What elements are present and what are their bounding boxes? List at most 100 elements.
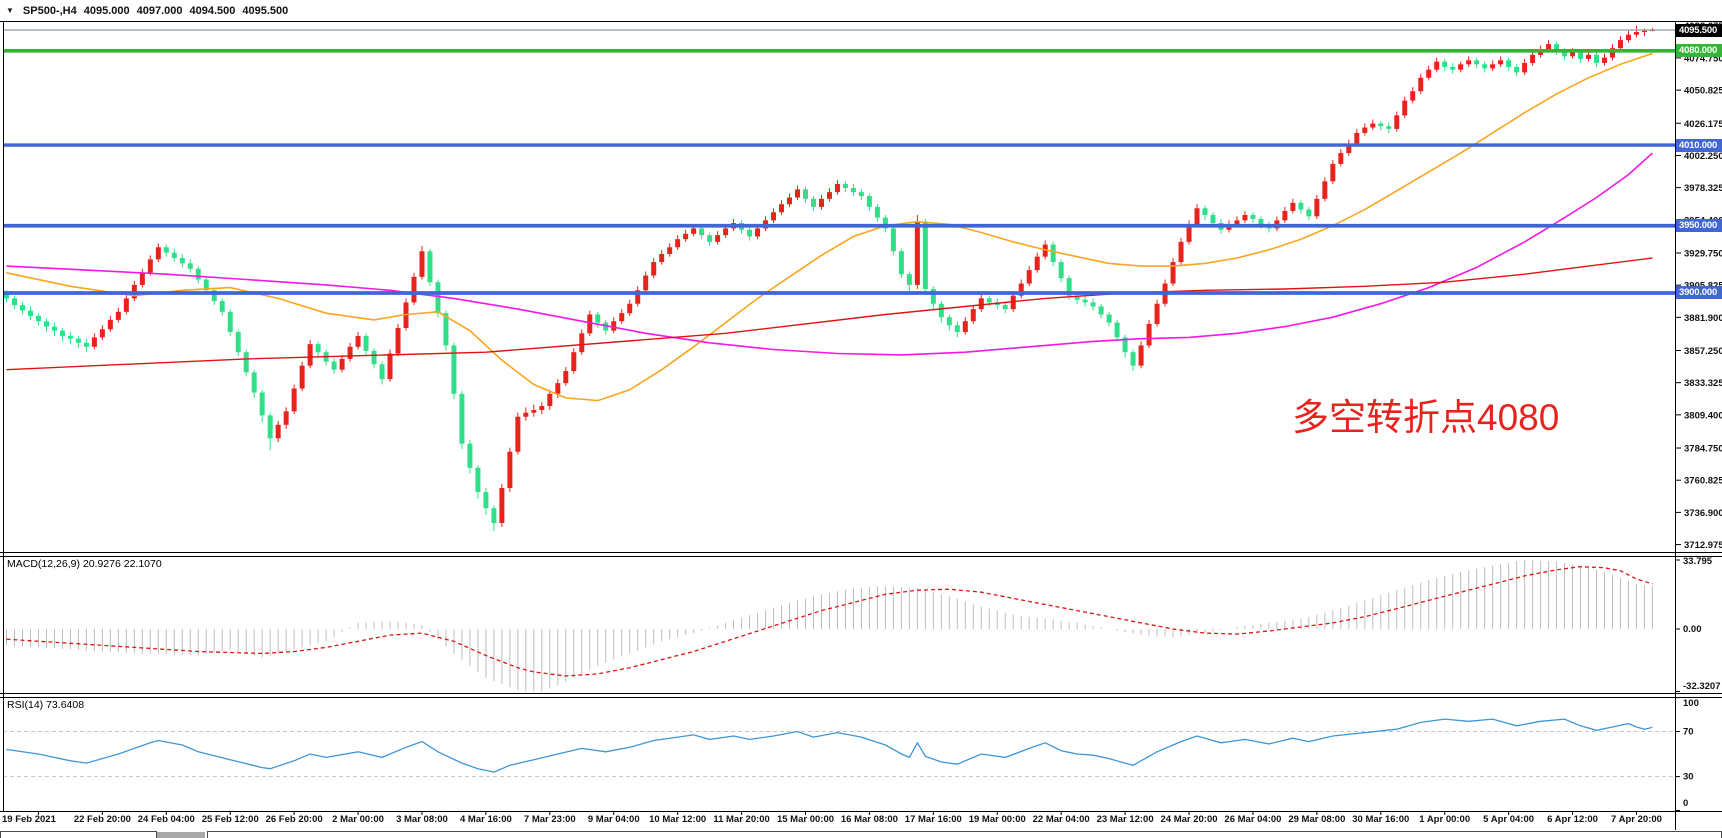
chart-text-annotation[interactable]: 多空转折点4080: [1292, 397, 1560, 438]
time-axis: 19 Feb 2021 22 Feb 20:00 24 Feb 04:00 25 Fe…: [0, 814, 1722, 829]
candle-body: [842, 184, 848, 189]
candle-body: [491, 508, 497, 524]
candle-body: [395, 327, 401, 354]
candle-body: [563, 371, 569, 384]
date-label: 30 Mar 16:00: [1352, 814, 1410, 825]
candle-body: [347, 346, 353, 359]
candle-body: [1098, 306, 1104, 315]
candle-body: [51, 326, 57, 331]
candle-body: [299, 365, 305, 389]
candle-body: [1546, 44, 1552, 50]
candle-body: [898, 251, 904, 275]
candle-body: [219, 301, 225, 312]
price-tick-label: 3881.900: [1684, 313, 1722, 324]
candle-body: [1394, 115, 1400, 129]
candle-body: [1106, 314, 1112, 323]
candle-body: [1602, 57, 1607, 63]
candle-body: [459, 393, 465, 444]
candle-body: [523, 412, 529, 417]
candle-body: [1298, 202, 1304, 210]
candle-body: [99, 329, 105, 338]
candle-body: [1609, 48, 1615, 58]
candle-body: [331, 361, 337, 370]
candle-body: [291, 388, 297, 412]
candle-body: [107, 319, 113, 330]
candle-body: [1330, 163, 1336, 182]
candle-body: [1002, 305, 1008, 310]
candle-body: [1586, 54, 1592, 59]
ohlc-low: 4094.500: [189, 5, 236, 17]
candle-body: [930, 288, 936, 304]
price-tick-label: 3905.825: [1684, 281, 1722, 292]
scrollbar-track-right[interactable]: [207, 831, 1722, 838]
candle-body: [906, 274, 912, 285]
candle-body: [171, 252, 177, 259]
candle-body: [874, 206, 880, 218]
candle-body: [611, 321, 617, 331]
candle-body: [803, 189, 808, 199]
macd-axis-label: -32.3207: [1683, 681, 1721, 692]
candle-body: [547, 393, 553, 406]
price-tick-label: 3929.750: [1684, 248, 1722, 259]
candle-body: [683, 233, 689, 240]
candle-body: [435, 282, 441, 314]
candle-body: [1362, 127, 1368, 133]
date-label: 26 Mar 04:00: [1224, 814, 1282, 825]
candle-body: [211, 290, 217, 302]
date-label: 4 Mar 16:00: [460, 814, 512, 825]
price-tick-label: 4050.825: [1684, 86, 1722, 97]
candle-body: [747, 229, 753, 237]
price-tick-label: 3857.250: [1684, 346, 1722, 357]
candle-body: [1178, 241, 1184, 263]
candle-body: [443, 313, 449, 346]
candle-body: [866, 196, 872, 207]
price-tick-label: 3712.975: [1684, 540, 1722, 551]
date-label: 1 Apr 00:00: [1419, 814, 1471, 825]
candle-body: [1114, 322, 1120, 338]
date-label: 11 Mar 20:00: [713, 814, 770, 825]
chevron-down-icon[interactable]: ▼: [6, 6, 14, 15]
date-label: 23 Mar 12:00: [1096, 814, 1154, 825]
horizontal-scrollbar[interactable]: [0, 831, 1722, 838]
candle-body: [475, 467, 481, 493]
candle-body: [371, 350, 377, 365]
price-tick-label: 3760.825: [1684, 476, 1722, 487]
candle-body: [755, 228, 761, 237]
price-tick-label: 4026.175: [1684, 119, 1722, 130]
candle-body: [1570, 52, 1576, 57]
rsi-axis-label: 30: [1683, 772, 1694, 783]
candle-body: [978, 298, 984, 310]
candle-body: [595, 314, 601, 323]
candle-body: [1306, 209, 1312, 217]
scrollbar-thumb[interactable]: [157, 832, 205, 838]
candle-body: [83, 342, 89, 347]
date-label: 19 Mar 00:00: [968, 814, 1026, 825]
date-label: 5 Apr 04:00: [1483, 814, 1535, 825]
candle-body: [1442, 61, 1448, 67]
candle-body: [267, 415, 273, 439]
date-label: 22 Feb 20:00: [73, 814, 131, 825]
date-label: 3 Mar 08:00: [396, 814, 448, 825]
candle-body: [795, 189, 801, 198]
candle-body: [1202, 208, 1208, 215]
candle-body: [43, 321, 49, 327]
candle-body: [1258, 219, 1264, 225]
candle-body: [1090, 302, 1096, 307]
candle-body: [1554, 44, 1560, 51]
candle-body: [499, 488, 505, 524]
candle-body: [1154, 303, 1160, 324]
scrollbar-track-left[interactable]: [0, 831, 157, 838]
candle-body: [203, 279, 209, 291]
date-label: 2 Mar 00:00: [332, 814, 384, 825]
current-price-badge: 4095.500: [1676, 23, 1722, 37]
candle-body: [571, 352, 577, 372]
candle-body: [962, 321, 968, 332]
price-tick-label: 3736.900: [1684, 508, 1722, 519]
candle-body: [1146, 323, 1152, 346]
rsi-indicator-label: RSI(14) 73.6408: [7, 699, 85, 711]
candle-body: [1434, 61, 1440, 70]
candle-body: [1322, 181, 1328, 199]
candle-body: [467, 443, 473, 468]
macd-axis-label: 0.00: [1683, 624, 1702, 635]
